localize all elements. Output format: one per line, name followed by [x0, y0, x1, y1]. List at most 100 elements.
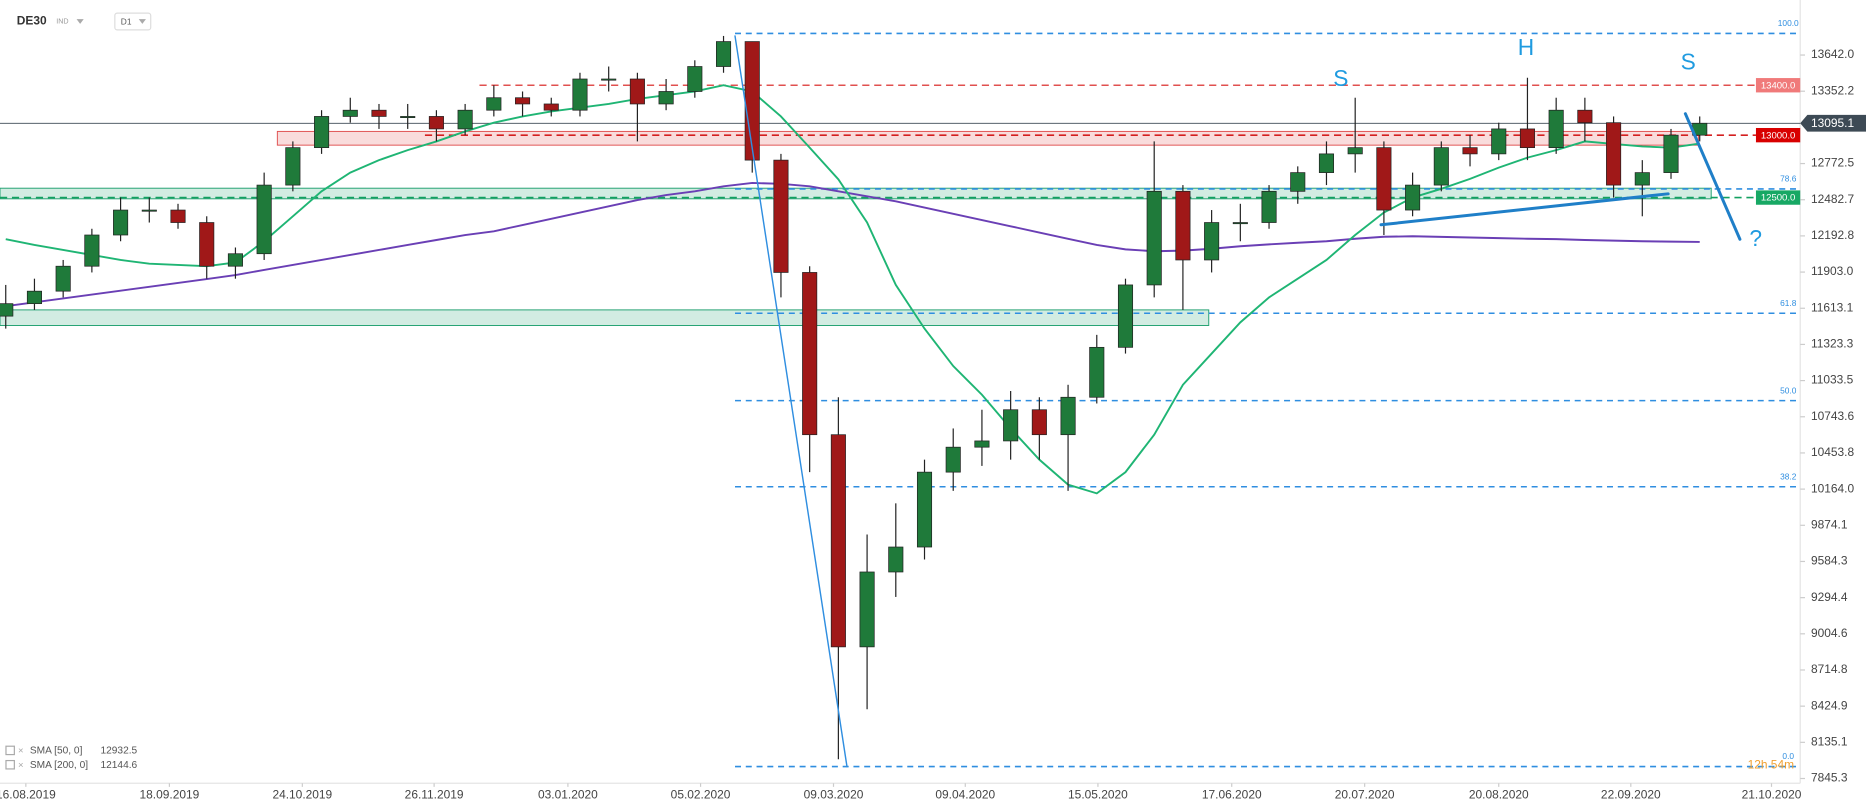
- trendline: [1379, 192, 1670, 227]
- legend-name: SMA [50, 0]: [30, 746, 83, 757]
- legend-close: ×: [18, 760, 24, 771]
- overlay: DE30 IND D1 12h 54m × SMA [200, 0] 12144.6…: [5, 12, 1795, 771]
- candle-body: [227, 253, 243, 267]
- countdown: 12h 54m: [1748, 757, 1795, 771]
- x-tick-label: 20.07.2020: [1335, 787, 1395, 801]
- annotation: S: [1333, 65, 1348, 91]
- annotation: S: [1681, 48, 1696, 74]
- candle-body: [773, 159, 789, 273]
- dropdown-icon[interactable]: [138, 19, 146, 24]
- candle-body: [285, 147, 301, 186]
- x-tick-label: 20.08.2020: [1469, 787, 1529, 801]
- y-tick-label: 8135.1: [1811, 734, 1848, 748]
- trendline: [734, 35, 848, 768]
- candle-body: [888, 546, 904, 573]
- y-tick-label: 8424.9: [1811, 698, 1848, 712]
- candle-body: [658, 91, 674, 105]
- candle-body: [916, 471, 933, 548]
- candle-body: [515, 97, 531, 105]
- sma-line: [5, 182, 1700, 308]
- candle-body: [1433, 147, 1449, 186]
- y-tick-label: 11903.0: [1811, 264, 1854, 278]
- interval-box[interactable]: [114, 12, 152, 31]
- y-tick-label: 11613.1: [1811, 300, 1854, 314]
- level-label: 12500.0: [1761, 193, 1796, 204]
- candle-body: [0, 303, 14, 317]
- candle-body: [486, 97, 502, 111]
- x-tick-label: 18.09.2019: [140, 787, 200, 801]
- candle-body: [1548, 109, 1564, 149]
- candle-body: [428, 116, 444, 130]
- level-label: 13400.0: [1761, 80, 1796, 91]
- candle-body: [371, 109, 387, 117]
- level-tag: [1755, 190, 1801, 205]
- candle-body: [400, 116, 416, 118]
- candle-body: [256, 184, 272, 255]
- y-tick-label: 13642.0: [1811, 47, 1855, 61]
- x-tick-label: 09.04.2020: [935, 787, 995, 801]
- y-tick-label: 13352.2: [1811, 83, 1855, 97]
- y-tick-label: 11323.3: [1811, 337, 1854, 351]
- candle-body: [830, 434, 846, 648]
- zone: [276, 130, 1700, 146]
- current-price-label: 13095.1: [1811, 116, 1855, 130]
- trendline: [1683, 112, 1742, 241]
- candle-body: [1405, 184, 1421, 211]
- candle-body: [1519, 128, 1535, 149]
- legend-value: 12144.6: [100, 760, 137, 771]
- x-tick-label: 15.05.2020: [1068, 787, 1128, 801]
- y-tick-label: 12192.8: [1811, 228, 1855, 242]
- candle-body: [1462, 147, 1478, 155]
- x-tick-label: 05.02.2020: [671, 787, 731, 801]
- candle-body: [342, 109, 358, 117]
- candle-body: [84, 234, 100, 267]
- plot-area: 13642.0 13352.2 12772.5 12482.7 12192.8 11903…: [0, 18, 1866, 801]
- candle-body: [1031, 409, 1047, 436]
- candle-body: [26, 290, 42, 305]
- candle-body: [1146, 190, 1162, 286]
- market: IND: [56, 17, 68, 25]
- y-tick-label: 11033.5: [1811, 373, 1854, 387]
- candle-body: [1663, 134, 1679, 173]
- x-tick-label: 03.01.2020: [538, 787, 598, 801]
- candle-body: [601, 78, 617, 81]
- candle-body: [945, 446, 961, 473]
- fib-label: 0.0: [1782, 751, 1794, 761]
- x-tick-label: 21.10.2020: [1742, 787, 1802, 801]
- y-tick-label: 12772.5: [1811, 156, 1855, 170]
- y-tick-label: 10164.0: [1811, 481, 1855, 495]
- candle-body: [629, 78, 645, 105]
- x-tick-label: 24.10.2019: [272, 787, 332, 801]
- fib-label: 61.8: [1780, 298, 1797, 308]
- candle-body: [1491, 128, 1507, 155]
- candle-body: [1003, 409, 1019, 442]
- interval[interactable]: D1: [121, 16, 132, 26]
- candle-body: [1347, 147, 1363, 155]
- candle-body: [1634, 172, 1650, 186]
- level-tag: [1755, 127, 1801, 143]
- legend-value: 12932.5: [100, 746, 137, 757]
- candle-body: [1175, 190, 1191, 261]
- y-tick-label: 10743.6: [1811, 409, 1855, 423]
- candle-body: [1117, 284, 1134, 348]
- candle-body: [1577, 109, 1593, 124]
- symbol: DE30: [17, 14, 47, 28]
- y-tick-label: 9584.3: [1811, 554, 1848, 568]
- fib-label: 78.6: [1780, 174, 1797, 184]
- candle-body: [744, 41, 760, 161]
- dropdown-icon[interactable]: [76, 19, 84, 24]
- level-label: 13000.0: [1761, 130, 1796, 141]
- candle-body: [859, 571, 875, 648]
- x-tick-label: 22.09.2020: [1601, 787, 1661, 801]
- x-tick-label: 16.08.2019: [0, 787, 56, 801]
- y-tick-label: 10453.8: [1811, 445, 1855, 459]
- candle-body: [199, 222, 215, 267]
- annotation: H: [1518, 34, 1534, 60]
- candle-body: [715, 41, 732, 67]
- candle-body: [1376, 147, 1392, 211]
- candle-body: [1089, 346, 1105, 398]
- fib-label: 100.0: [1778, 18, 1799, 28]
- candle-body: [1606, 122, 1622, 186]
